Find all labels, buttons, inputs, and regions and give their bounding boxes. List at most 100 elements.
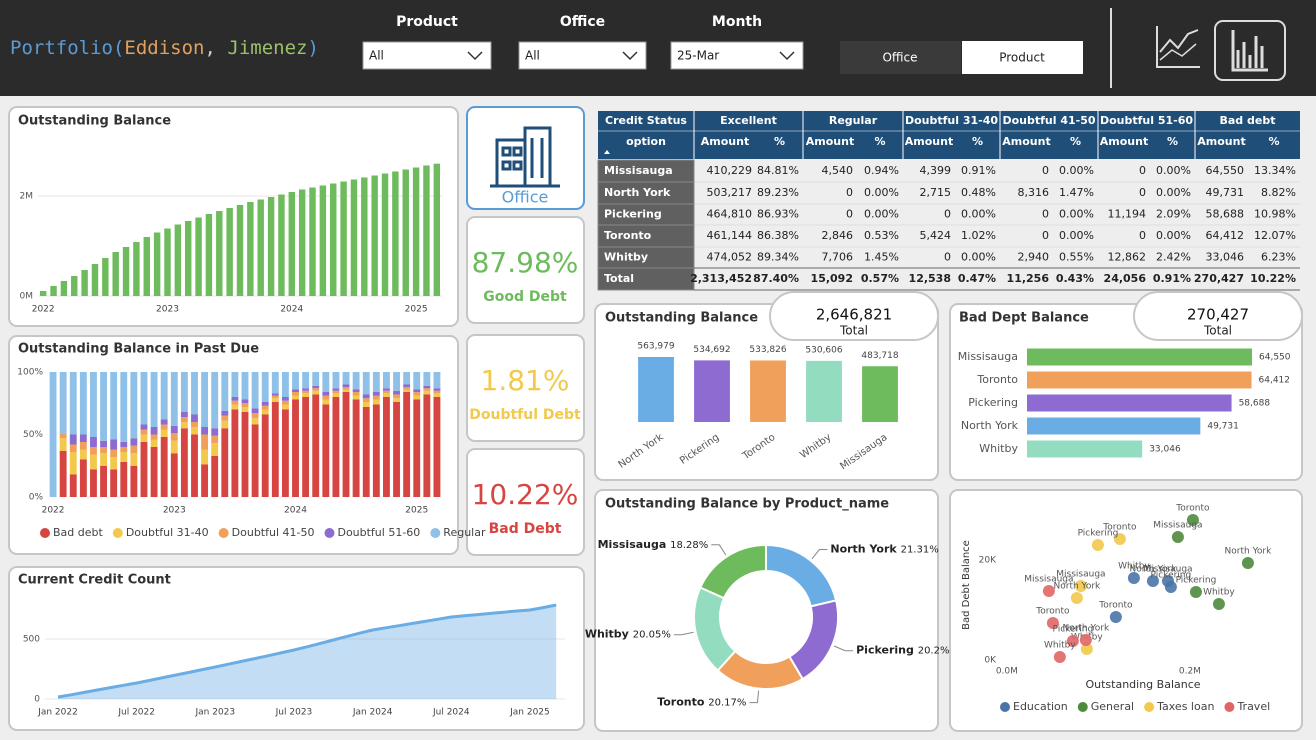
point-label: Toronto xyxy=(1098,601,1133,611)
bar-segment xyxy=(292,389,299,392)
bar-segment xyxy=(393,372,400,391)
bar-segment xyxy=(271,393,279,396)
bar-segment xyxy=(140,434,148,442)
value-label: 64,412 xyxy=(1259,376,1291,386)
bar-segment xyxy=(352,399,360,497)
bar-segment xyxy=(281,400,289,405)
table-cell: 0.43% xyxy=(1056,272,1094,285)
table-cell: 0.00% xyxy=(864,186,899,199)
table-cell: 0.00% xyxy=(1156,186,1191,199)
dropdown[interactable] xyxy=(518,41,647,70)
bar xyxy=(392,171,399,296)
table-row-label: Toronto xyxy=(604,229,652,242)
point-label: Missisauga xyxy=(1143,565,1192,575)
table-cell: 64,412 xyxy=(1206,229,1245,242)
bar-segment xyxy=(120,372,128,442)
kpi-value: 87.98% xyxy=(472,246,579,279)
bar-segment xyxy=(120,452,128,462)
bar-segment xyxy=(372,395,380,400)
point-label: North York xyxy=(1225,547,1273,557)
bar-segment xyxy=(110,439,118,450)
legend-swatch xyxy=(112,528,123,538)
bar-segment xyxy=(170,372,178,426)
table-group-header: Excellent xyxy=(720,114,777,127)
table-sub-header: Amount xyxy=(1197,135,1245,148)
slice-label: Pickering 20.2% xyxy=(856,644,949,657)
bar-segment xyxy=(69,452,77,475)
bar-segment xyxy=(201,372,209,427)
bar xyxy=(174,224,182,296)
panel xyxy=(949,489,1303,732)
total-card xyxy=(1133,291,1303,341)
point-label: Pickering xyxy=(1078,529,1119,539)
bar-segment xyxy=(170,425,178,434)
area xyxy=(58,605,557,699)
slice-value: 20.05% xyxy=(633,630,671,641)
bar-segment xyxy=(393,398,400,402)
dropdown[interactable] xyxy=(670,41,804,70)
legend-swatch xyxy=(1000,702,1010,712)
table-cell: 2,313,452 xyxy=(690,272,752,285)
slice-label: Toronto 20.17% xyxy=(657,696,746,709)
bar-segment xyxy=(433,397,441,497)
sort-arrow xyxy=(604,150,610,154)
bar-segment xyxy=(342,372,350,385)
bar xyxy=(694,360,730,422)
bar-segment xyxy=(241,399,249,404)
legend-label: Regular xyxy=(443,526,486,539)
bar xyxy=(50,286,57,296)
dropdown[interactable] xyxy=(362,41,492,70)
dropdown-chevron xyxy=(622,51,638,61)
bar xyxy=(195,217,202,296)
bar-chart-button[interactable] xyxy=(1214,20,1286,81)
legend-label: Doubtful 31-40 xyxy=(126,526,209,539)
bar-segment xyxy=(292,395,299,400)
bar xyxy=(371,175,378,296)
table-sub-header: % xyxy=(1070,135,1081,148)
table-sub-header: % xyxy=(774,135,785,148)
table-cell: 12.07% xyxy=(1254,229,1296,242)
y-tick-label: 0 xyxy=(34,695,40,705)
table-cell: 270,427 xyxy=(1194,272,1244,285)
bar-segment xyxy=(312,372,320,386)
slice-label: North York 21.31% xyxy=(830,543,938,556)
table-cell: 2.42% xyxy=(1156,251,1191,264)
point xyxy=(1146,575,1159,587)
bar-segment xyxy=(383,390,390,394)
table-cell: 0.55% xyxy=(1059,251,1094,264)
bar-segment xyxy=(221,415,229,421)
bar-segment xyxy=(221,410,229,416)
toggle-button[interactable] xyxy=(962,41,1083,74)
bar-segment xyxy=(261,405,269,410)
legend-swatch xyxy=(218,528,229,538)
bar-segment xyxy=(433,388,441,391)
point xyxy=(1080,643,1093,655)
chart-title: Outstanding Balance in Past Due xyxy=(18,342,259,357)
legend-swatch xyxy=(1077,702,1088,712)
bar-segment xyxy=(342,389,350,392)
toggle-button[interactable] xyxy=(840,41,961,74)
bar-segment xyxy=(221,372,229,411)
x-tick-label: Jul 2024 xyxy=(432,708,470,718)
bar xyxy=(216,211,223,296)
bar-segment xyxy=(261,409,269,415)
bar-segment xyxy=(231,400,239,405)
table-cell: 10.98% xyxy=(1254,208,1296,221)
table-cell: 0.00% xyxy=(1059,229,1094,242)
point-label: Missisauga xyxy=(1024,575,1073,585)
bar xyxy=(381,173,389,296)
bar-segment xyxy=(191,434,198,497)
bar xyxy=(247,202,254,296)
table-cell: 8.82% xyxy=(1261,186,1296,199)
y-tick-label: Whitby xyxy=(979,442,1018,455)
bar xyxy=(1027,394,1232,412)
table-cell: 0 xyxy=(1042,164,1049,177)
slice-label: Missisauga 18.28% xyxy=(598,538,709,551)
bar-segment xyxy=(69,372,77,435)
legend-swatch xyxy=(324,528,335,538)
bar xyxy=(288,192,296,296)
point-label: Whitby xyxy=(1044,641,1076,651)
point xyxy=(1079,634,1092,646)
bar-segment xyxy=(79,434,87,442)
bar-segment xyxy=(180,422,188,429)
